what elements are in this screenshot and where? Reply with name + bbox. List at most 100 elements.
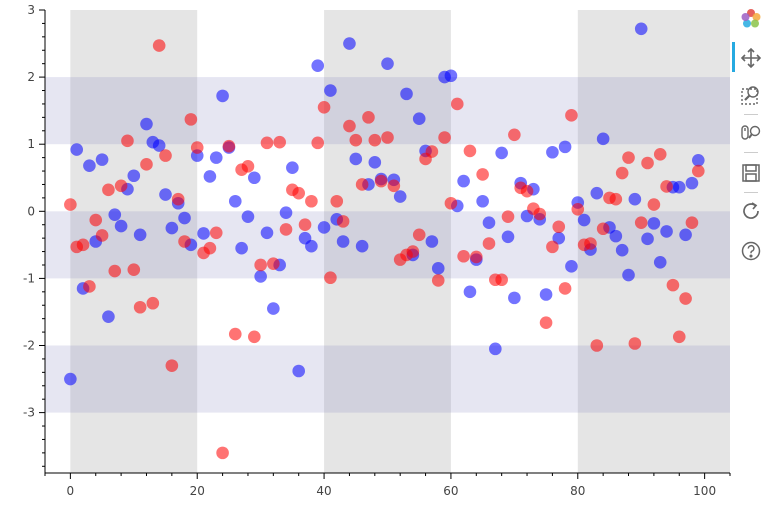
scatter-point — [83, 280, 96, 293]
scatter-point — [146, 296, 160, 310]
scatter-point — [362, 111, 375, 124]
scatter-point — [609, 192, 623, 206]
x-tick-label: 20 — [190, 484, 205, 498]
scatter-point — [660, 225, 673, 238]
reset-icon[interactable] — [738, 198, 764, 224]
y-tick-label: -1 — [23, 271, 35, 285]
scatter-point — [641, 156, 654, 170]
scatter-point — [641, 232, 654, 246]
scatter-point — [317, 100, 331, 114]
scatter-point — [628, 192, 642, 206]
scatter-point — [311, 136, 325, 150]
scatter-point — [457, 249, 470, 263]
scatter-point — [463, 144, 477, 158]
scatter-point — [76, 238, 90, 252]
scatter-point — [248, 171, 261, 185]
scatter-point — [381, 57, 394, 70]
scatter-point — [114, 219, 128, 233]
box-zoom-icon[interactable] — [738, 82, 764, 108]
scatter-point — [539, 316, 553, 329]
wheel-zoom-icon[interactable] — [738, 120, 764, 146]
scatter-point — [209, 151, 223, 164]
scatter-point — [349, 152, 363, 166]
x-tick-label: 0 — [67, 484, 75, 498]
scatter-point — [241, 160, 255, 173]
scatter-point — [209, 226, 223, 240]
scatter-point — [546, 240, 559, 254]
scatter-point — [165, 359, 179, 372]
scatter-point — [647, 217, 661, 230]
y-tick-label: 1 — [27, 137, 35, 151]
scatter-point — [159, 188, 172, 201]
scatter-point — [508, 291, 521, 305]
scatter-point — [425, 235, 439, 248]
toolbar-separator — [744, 192, 758, 193]
scatter-point — [260, 226, 274, 240]
scatter-point — [565, 260, 578, 273]
scatter-point — [368, 133, 382, 147]
scatter-point — [672, 180, 686, 194]
scatter-point — [336, 235, 350, 248]
scatter-point — [279, 206, 293, 219]
scatter-point — [533, 207, 547, 221]
save-icon[interactable] — [738, 160, 764, 186]
scatter-point — [685, 176, 699, 190]
scatter-point — [463, 285, 477, 299]
help-icon[interactable] — [738, 238, 764, 264]
active-tool-indicator — [732, 42, 735, 72]
scatter-point — [393, 190, 407, 203]
scatter-point — [672, 330, 686, 344]
scatter-point — [216, 89, 229, 103]
scatter-point — [152, 139, 166, 152]
scatter-point — [70, 143, 84, 156]
scatter-point — [501, 210, 515, 223]
scatter-point — [305, 239, 318, 253]
scatter-point — [298, 218, 312, 232]
scatter-point — [501, 230, 515, 244]
scatter-point — [691, 154, 705, 167]
scatter-point — [279, 223, 293, 236]
scatter-point — [634, 216, 648, 230]
scatter-point — [508, 128, 521, 142]
scatter-point — [95, 153, 109, 166]
toolbar-separator — [744, 114, 758, 115]
scatter-point — [267, 302, 280, 315]
scatter-point — [374, 174, 388, 188]
scatter-point — [254, 270, 267, 283]
scatter-point — [368, 156, 382, 169]
scatter-point — [584, 237, 597, 250]
scatter-point — [609, 229, 623, 243]
scatter-point — [539, 288, 553, 301]
scatter-point — [444, 69, 458, 83]
x-tick-label: 100 — [693, 484, 716, 498]
scatter-point — [489, 342, 502, 356]
scatter-point — [520, 184, 534, 198]
y-tick-label: 0 — [27, 204, 35, 218]
scatter-point — [324, 271, 337, 285]
y-tick-label: -2 — [23, 339, 35, 353]
scatter-point — [197, 227, 210, 240]
scatter-point — [330, 194, 344, 208]
scatter-point — [412, 112, 426, 126]
scatter-point — [159, 149, 172, 162]
scatter-point — [152, 39, 166, 52]
bokeh-logo-icon[interactable] — [738, 6, 764, 32]
scatter-point — [343, 37, 356, 50]
scatter-point — [292, 364, 306, 378]
scatter-point — [108, 264, 122, 278]
scatter-point — [102, 310, 115, 323]
scatter-point — [476, 168, 489, 181]
scatter-point — [476, 194, 489, 208]
scatter-point — [114, 179, 128, 193]
scatter-point — [203, 241, 217, 255]
scatter-point — [305, 194, 318, 208]
scatter-point — [482, 237, 496, 250]
scatter-point — [444, 196, 458, 210]
scatter-point — [190, 141, 204, 154]
scatter-point — [438, 131, 451, 144]
scatter-point — [140, 158, 153, 171]
scatter-point — [267, 257, 280, 270]
pan-icon[interactable] — [738, 45, 764, 71]
scatter-point — [254, 258, 267, 272]
